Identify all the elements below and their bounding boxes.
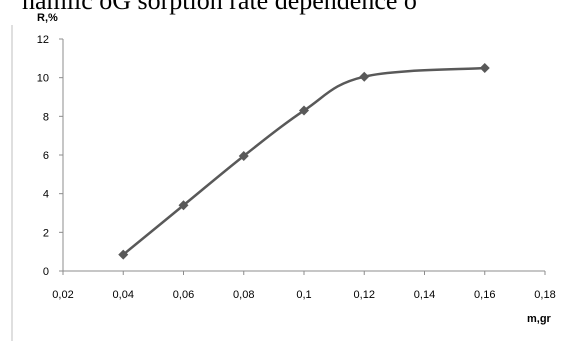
x-tick-label: 0,08: [233, 289, 254, 301]
y-tick-label: 6: [43, 150, 49, 162]
x-tick-label: 0,1: [296, 289, 311, 301]
x-tick-label: 0,14: [414, 289, 435, 301]
y-tick-label: 2: [43, 227, 49, 239]
data-point-marker: [118, 249, 129, 260]
data-point-marker: [178, 200, 189, 211]
data-point-marker: [359, 71, 370, 82]
x-tick-labels: 0,02 0,04 0,06 0,08 0,1 0,12 0,14 0,16 0,18: [52, 271, 556, 301]
x-tick-label: 0,16: [474, 289, 495, 301]
y-tick-label: 12: [37, 34, 49, 46]
y-tick-label: 4: [43, 189, 49, 201]
x-tick-label: 0,02: [52, 289, 73, 301]
y-tick-label: 10: [37, 73, 49, 85]
chart-axes: [62, 39, 545, 272]
y-axis-title: R,%: [37, 12, 58, 24]
data-point-marker: [479, 63, 490, 73]
x-tick-label: 0,06: [173, 289, 194, 301]
x-axis-title: m,gr: [527, 313, 552, 325]
y-tick-label: 0: [43, 266, 49, 278]
cropped-caption-text: namiic oG sorption rate dependence o: [22, 0, 417, 15]
data-point-marker: [238, 150, 249, 161]
series-line: [122, 66, 485, 256]
x-tick-label: 0,12: [354, 289, 375, 301]
x-tick-label: 0,18: [534, 289, 555, 301]
x-tick-label: 0,04: [113, 289, 134, 301]
data-point-marker: [299, 105, 309, 116]
y-tick-label: 8: [43, 111, 49, 123]
series-markers: [118, 63, 490, 260]
y-tick-labels: 0 2 4 6 8 10 12: [37, 34, 63, 278]
